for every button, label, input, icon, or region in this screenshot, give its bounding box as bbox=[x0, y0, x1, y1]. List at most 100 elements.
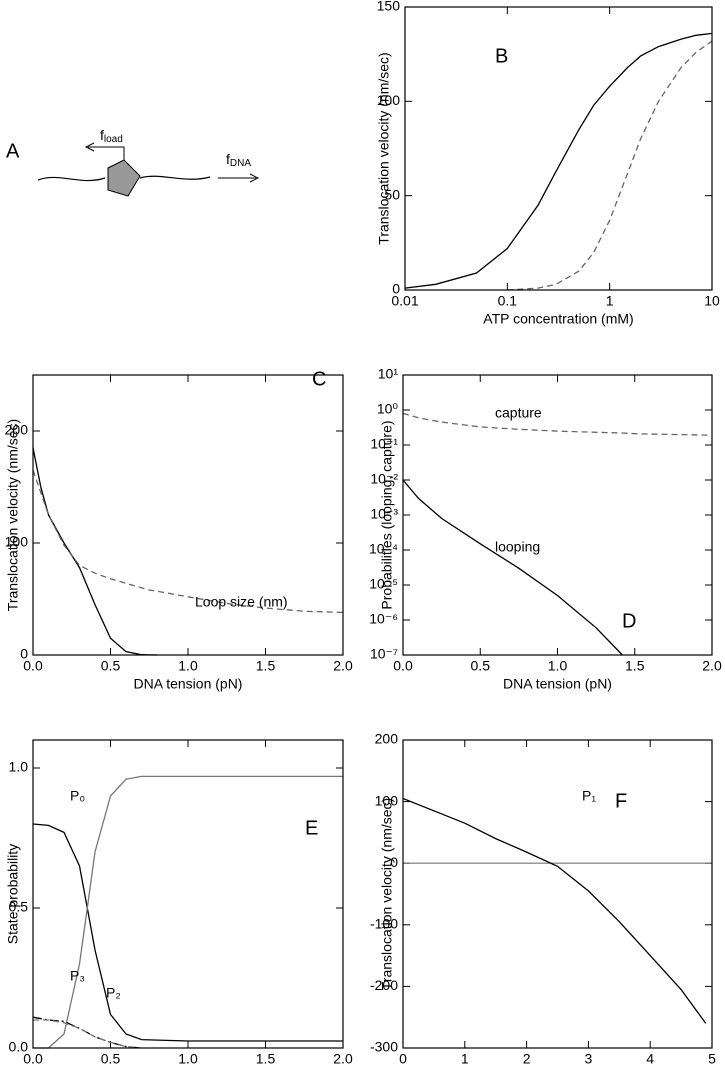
series-line bbox=[32, 447, 158, 656]
y-tick-label: 150 bbox=[377, 0, 401, 14]
x-tick-label: 1.0 bbox=[178, 658, 198, 674]
plot-frame bbox=[404, 6, 713, 291]
y-tick-label: -100 bbox=[370, 916, 398, 932]
x-tick-label: 4 bbox=[646, 1051, 654, 1067]
plot-frame bbox=[32, 739, 344, 1049]
series-line bbox=[507, 40, 713, 291]
panel-label: C bbox=[312, 368, 326, 390]
series-line bbox=[32, 469, 344, 614]
series-line bbox=[33, 775, 343, 1049]
series-line bbox=[33, 1019, 142, 1049]
motor bbox=[107, 159, 141, 197]
y-tick-label: 10⁻¹ bbox=[370, 436, 398, 452]
x-tick-label: 5 bbox=[708, 1051, 716, 1067]
series-label: capture bbox=[495, 405, 542, 421]
chart: 0.00.51.01.52.00.00.51.0P₀P₁P₂P₃DNA tens… bbox=[5, 739, 596, 1067]
x-tick-label: 1 bbox=[606, 293, 614, 309]
plot-frame bbox=[402, 739, 713, 1049]
y-tick-label: 0 bbox=[20, 646, 28, 662]
series-label: P₀ bbox=[70, 788, 85, 804]
x-tick-label: 1.0 bbox=[178, 1051, 198, 1067]
series-line bbox=[32, 823, 343, 1042]
x-tick-label: 0.1 bbox=[498, 293, 518, 309]
x-tick-label: 0.01 bbox=[391, 293, 418, 309]
y-tick-label: -300 bbox=[370, 1039, 398, 1055]
panel-a-diagram: A fload fDNA bbox=[6, 127, 260, 197]
y-tick-label: 50 bbox=[384, 186, 400, 202]
series-label: looping bbox=[495, 539, 540, 555]
y-tick-label: -200 bbox=[370, 977, 398, 993]
x-tick-label: 1.5 bbox=[256, 658, 276, 674]
panel-label: F bbox=[615, 790, 627, 812]
y-tick-label: 0 bbox=[392, 281, 400, 297]
chart: 0.0 0.5 1.0 1.5 2.0 10⁻⁷ 10⁻⁶ 10⁻⁵ 10⁻⁴ 10⁻³ 10⁻² 1… bbox=[369, 366, 722, 692]
x-tick-label: 2.0 bbox=[333, 658, 353, 674]
x-axis-label: DNA tension (pN) bbox=[134, 676, 243, 692]
series-line bbox=[402, 797, 707, 1024]
plot-frame bbox=[32, 374, 344, 656]
series-label: P₃ bbox=[70, 968, 85, 984]
load-arrow-head bbox=[84, 142, 95, 152]
y-axis-label: Translocation velocity (nm/sec) bbox=[379, 798, 395, 990]
y-tick-label: 10⁻⁶ bbox=[369, 611, 398, 627]
dna-force: f bbox=[226, 151, 230, 167]
load-force: f bbox=[100, 127, 104, 143]
y-tick-label: 100 bbox=[5, 534, 29, 550]
y-axis-label: Probabilities (looping, capture) bbox=[379, 420, 395, 609]
panel-label: D bbox=[622, 610, 636, 632]
x-axis-label: ATP concentration (mM) bbox=[483, 311, 633, 327]
x-tick-label: 0.5 bbox=[101, 658, 121, 674]
x-tick-label: 2.0 bbox=[702, 658, 722, 674]
y-tick-label: 10⁻⁷ bbox=[370, 646, 398, 662]
series-label: P₂ bbox=[106, 985, 121, 1001]
dna-sub: DNA bbox=[230, 158, 251, 169]
y-axis-label: Translocation velocity (nm/sec) bbox=[376, 52, 392, 244]
y-tick-label: 10⁻² bbox=[370, 471, 398, 487]
dna-strand bbox=[37, 175, 211, 182]
y-tick-label: 100 bbox=[375, 792, 399, 808]
y-tick-label: 0.0 bbox=[9, 1039, 29, 1055]
load-arrow bbox=[88, 146, 125, 160]
load-sub: load bbox=[104, 134, 123, 145]
load-force-label: fload bbox=[100, 127, 123, 145]
y-tick-label: 200 bbox=[5, 422, 29, 438]
panel-label: B bbox=[495, 45, 508, 67]
x-tick-label: 0.0 bbox=[393, 658, 413, 674]
dna-force-label: fDNA bbox=[226, 151, 251, 169]
series-line bbox=[402, 412, 713, 436]
series-label: Loop size (nm) bbox=[195, 594, 288, 610]
x-tick-label: 2 bbox=[523, 1051, 531, 1067]
y-tick-label: 10⁻⁴ bbox=[369, 541, 398, 557]
chart: 0.0 0.5 1.0 1.5 2.0 0 100 200 Loop size (nm) DNA … bbox=[5, 368, 353, 691]
panel-label: E bbox=[305, 817, 318, 839]
y-tick-label: 10¹ bbox=[378, 366, 399, 382]
y-axis-label: Translocation velocity (nm/sec) bbox=[5, 419, 21, 611]
series-label: P₁ bbox=[582, 788, 596, 804]
plot-frame bbox=[402, 374, 713, 656]
series-line bbox=[404, 32, 713, 289]
dna-arrow-head bbox=[249, 173, 260, 183]
x-tick-label: 0.5 bbox=[101, 1051, 121, 1067]
x-tick-label: 1 bbox=[461, 1051, 469, 1067]
y-tick-label: 200 bbox=[375, 731, 399, 747]
x-tick-label: 3 bbox=[585, 1051, 593, 1067]
x-tick-label: 0.5 bbox=[471, 658, 491, 674]
x-tick-label: 0 bbox=[399, 1051, 407, 1067]
x-tick-label: 0.0 bbox=[23, 658, 43, 674]
x-tick-label: 2.0 bbox=[333, 1051, 353, 1067]
panel-label: A bbox=[6, 140, 20, 162]
x-axis-label: DNA tension (pN) bbox=[503, 676, 612, 692]
y-tick-label: 0.5 bbox=[9, 899, 29, 915]
y-tick-label: 10⁰ bbox=[377, 401, 399, 417]
x-tick-label: 1.5 bbox=[256, 1051, 276, 1067]
x-tick-label: 10 bbox=[704, 293, 720, 309]
series-line bbox=[402, 479, 623, 656]
x-tick-label: 1.5 bbox=[625, 658, 645, 674]
x-tick-label: 1.0 bbox=[548, 658, 568, 674]
y-tick-label: 10⁻⁵ bbox=[369, 576, 398, 592]
x-tick-label: 0.0 bbox=[23, 1051, 43, 1067]
y-tick-label: 10⁻³ bbox=[370, 506, 398, 522]
